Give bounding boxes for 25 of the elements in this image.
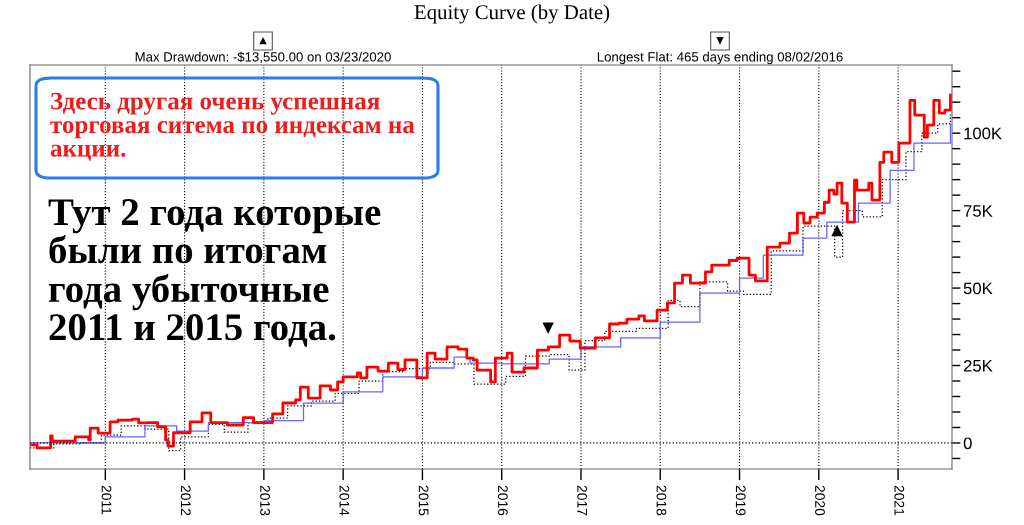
annotation: Тут 2 года которые были по итогам года убыточные 2011 и 2015 года. (48, 199, 381, 347)
chart-title: Equity Curve (by Date) (414, 4, 610, 24)
x-tick-label: 2018 (656, 485, 667, 516)
x-tick-label: 2019 (735, 485, 746, 516)
x-tick-label: 2014 (339, 485, 350, 516)
annotation: ▼ (542, 322, 554, 334)
text: ▼ (716, 37, 724, 45)
x-tick-label: 2021 (894, 485, 905, 516)
text: Longest Flat: 465 days ending 08/02/2016 (597, 51, 843, 65)
x-tick-label: 2015 (418, 485, 429, 516)
annotation: ▲ (831, 224, 843, 237)
x-tick-label: 2012 (180, 485, 191, 516)
x-tick-label: 2011 (101, 485, 112, 515)
y-tick-label: 0 (963, 437, 972, 450)
y-tick-label: 75K (963, 205, 993, 217)
text: Max Drawdown: -$13,550.00 on 03/23/2020 (135, 51, 391, 64)
text: ▲ (259, 36, 267, 45)
y-tick-label: 25K (963, 359, 993, 372)
y-tick-label: 100K (964, 127, 1002, 140)
y-tick-label: 50K (963, 282, 993, 295)
annotation: Здесь другая очень успешная торговая ситема по индексам на акции. (50, 92, 415, 161)
x-tick-label: 2013 (260, 485, 270, 516)
x-tick-label: 2017 (577, 485, 588, 516)
x-tick-label: 2016 (497, 485, 508, 516)
x-tick-label: 2020 (815, 485, 825, 516)
